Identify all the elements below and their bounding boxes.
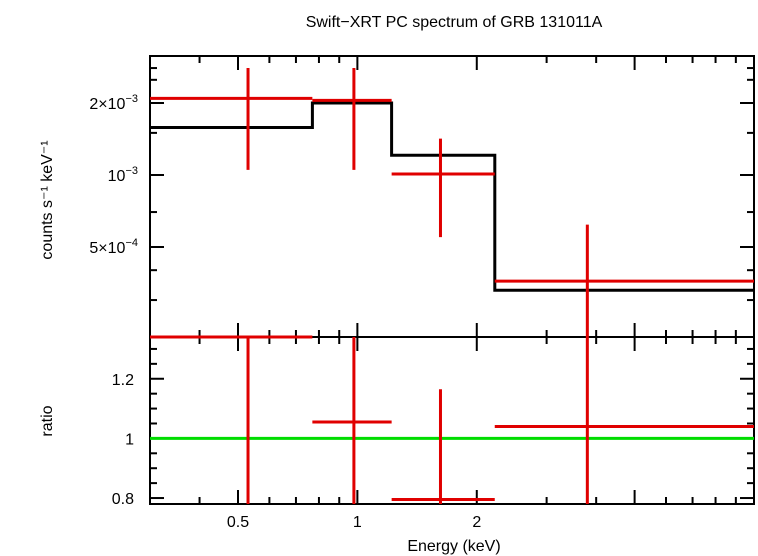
data-point-1 [150,68,313,170]
bottom-y-tick-labels: 0.8 1 1.2 [112,372,134,508]
top-y-axis-label: counts s⁻¹ keV⁻¹ [39,140,56,259]
y-tick-label: 2×10−3 [89,93,138,113]
y-tick-label: 5×10−4 [89,237,138,257]
x-axis-label: Energy (keV) [407,538,500,555]
y-tick-label: 1.2 [112,372,134,389]
ratio-point-4 [494,337,754,504]
x-tick-label: 2 [472,514,481,531]
model-steps [150,101,754,292]
model-step-line [150,101,754,292]
y-tick-label: 0.8 [112,491,134,508]
x-tick-label: 0.5 [227,514,249,531]
top-panel-ticks [149,56,755,337]
top-y-tick-labels: 2×10−3 10−3 5×10−4 [89,93,138,257]
ratio-points [150,335,754,504]
bottom-y-axis-label: ratio [39,405,56,436]
y-tick-label: 1 [125,431,134,448]
x-tick-label: 1 [353,514,362,531]
bottom-panel-ticks [149,337,755,504]
chart-title: Swift−XRT PC spectrum of GRB 131011A [306,14,603,31]
data-point-4 [494,224,754,337]
ratio-point-2 [312,337,392,504]
ratio-point-3 [391,389,495,504]
ratio-point-1 [150,335,313,504]
bottom-panel-frame [149,336,755,505]
data-point-3 [391,138,495,238]
y-tick-label: 10−3 [108,165,138,185]
data-point-2 [312,68,392,170]
data-points [150,68,754,337]
x-tick-labels: 0.5 1 2 [227,514,481,531]
